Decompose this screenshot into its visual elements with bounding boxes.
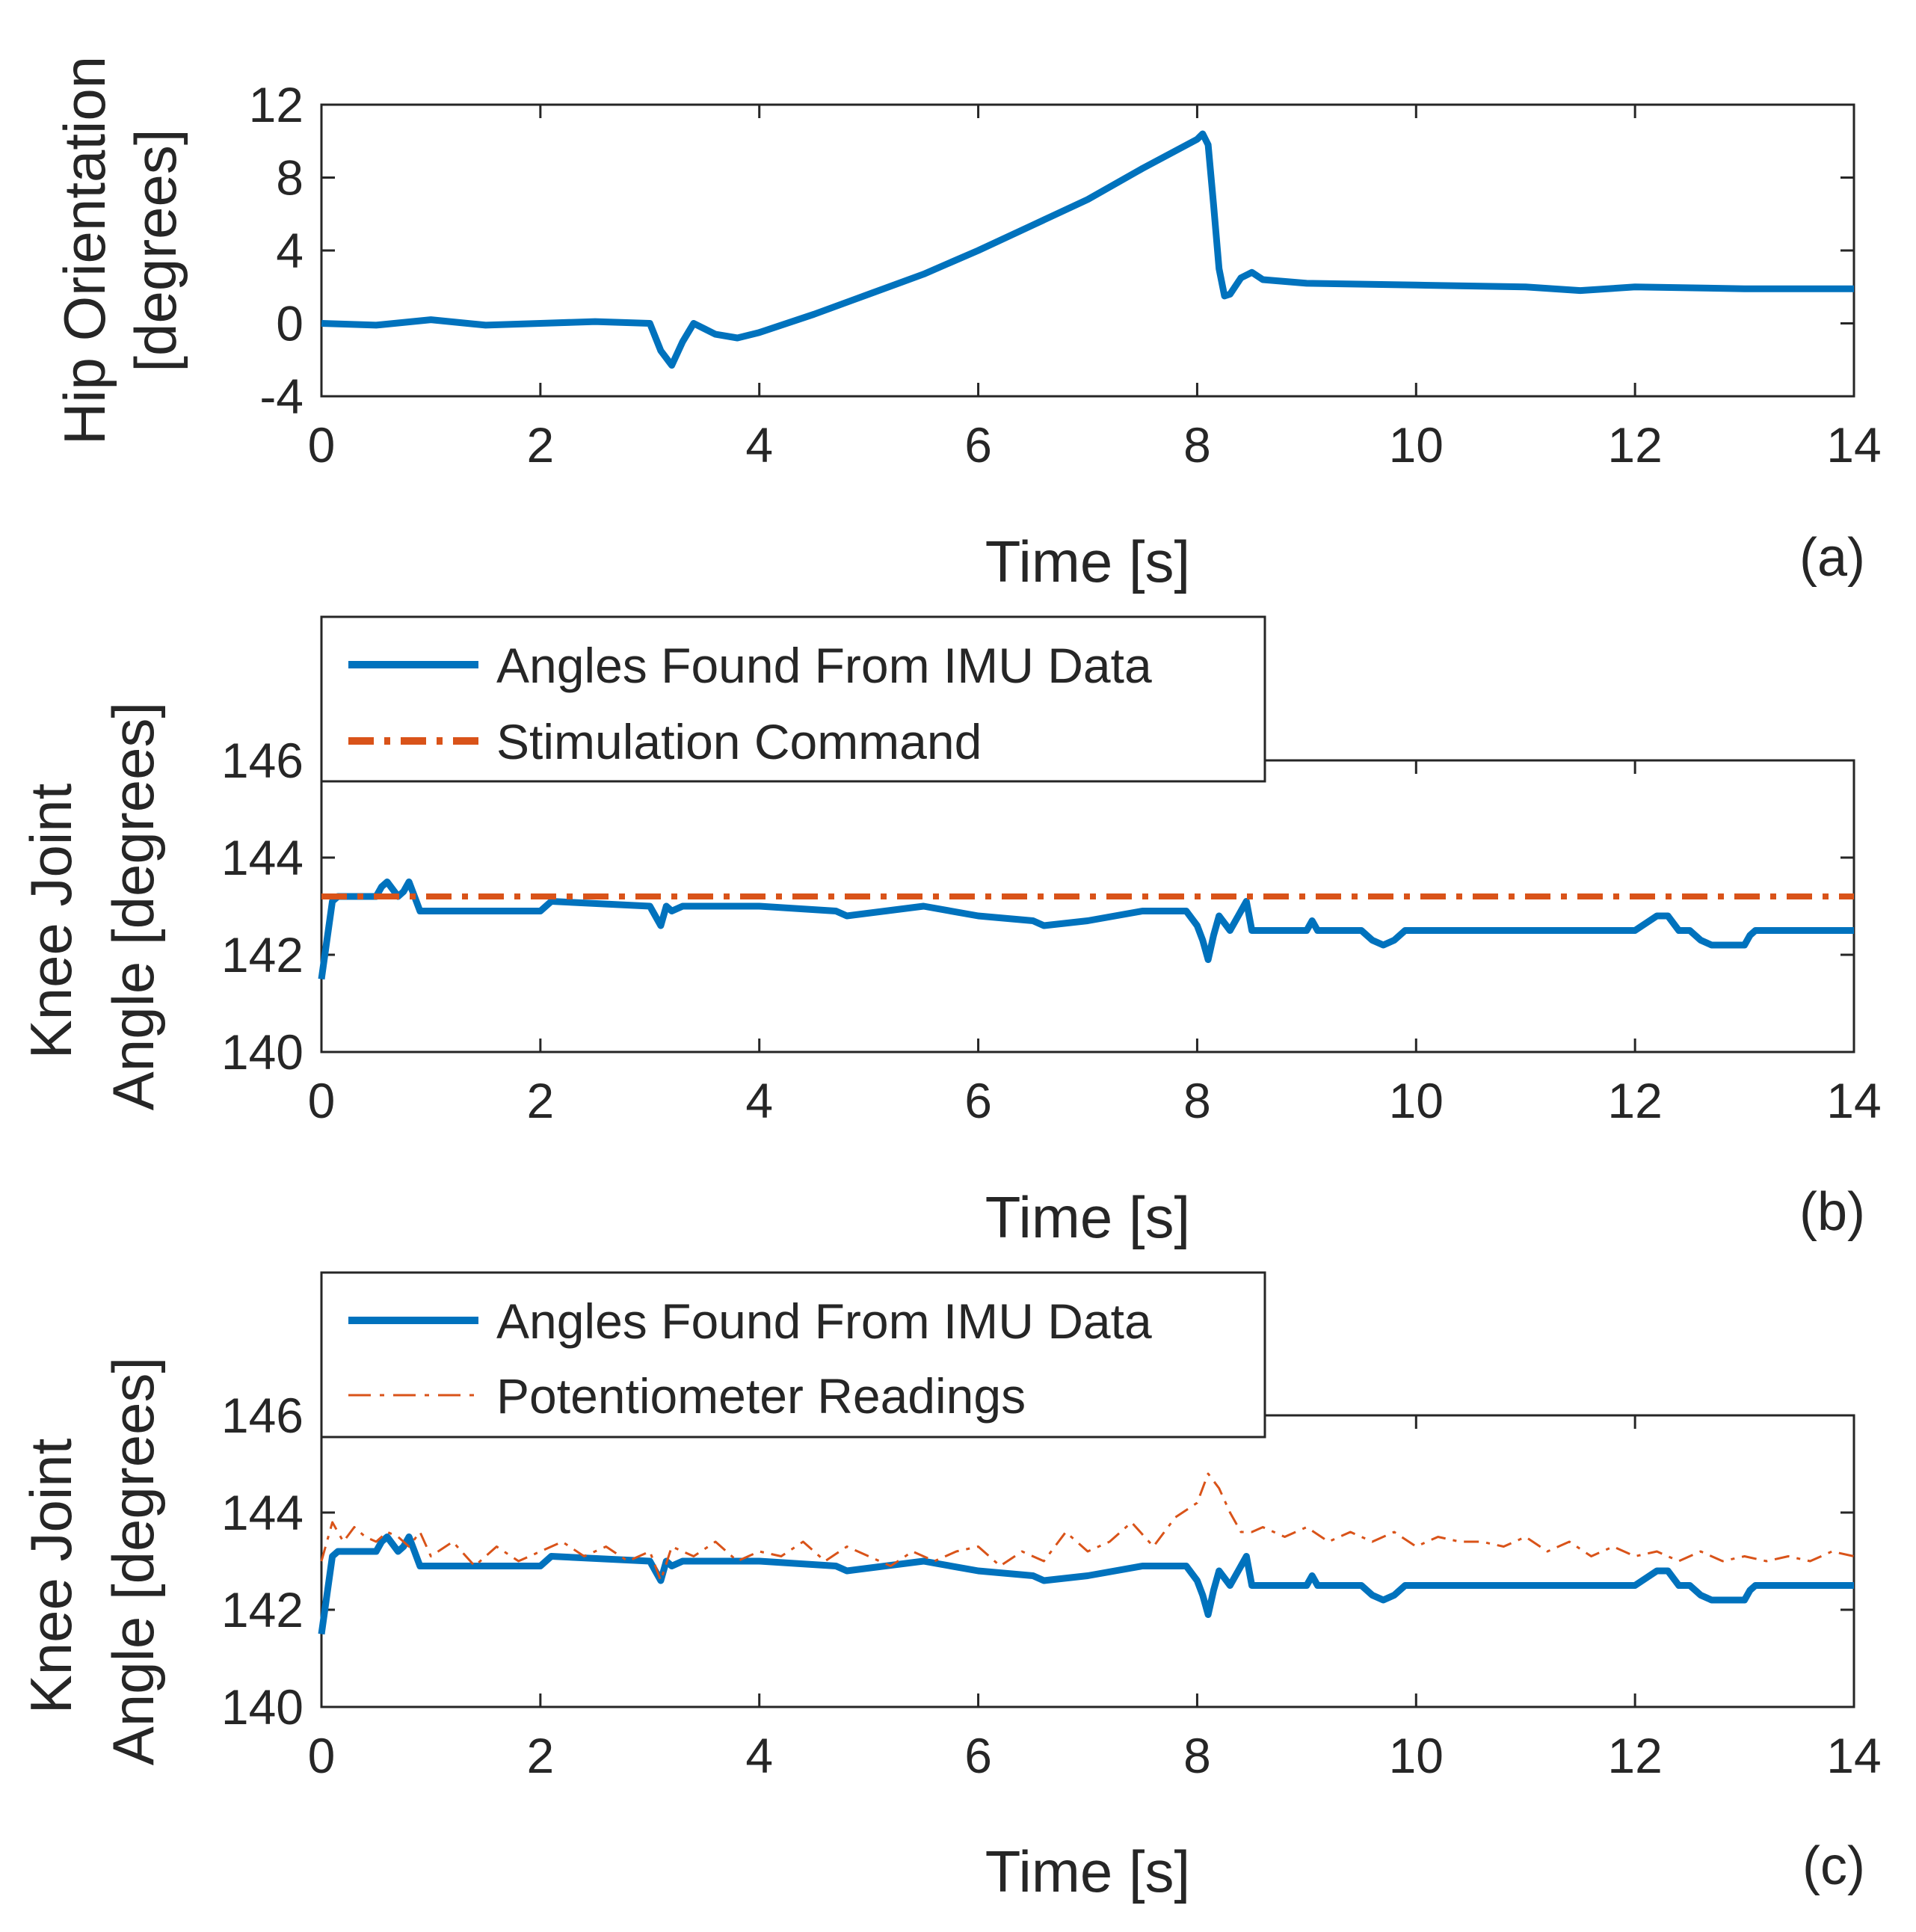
panel-b: 0 2 4 6 8 10 12 14 140 142 144 146 Angles Found Fro… (18, 615, 1882, 1250)
x-tick-label: 6 (964, 1728, 992, 1783)
y-tick-label: 140 (221, 1679, 304, 1735)
panel-c-plot-frame (320, 1414, 1855, 1708)
y-tick-label: 144 (221, 830, 304, 885)
y-tick-label: 4 (276, 223, 304, 278)
y-tick-label: 140 (221, 1024, 304, 1080)
x-tick-label: 4 (745, 417, 773, 473)
y-tick-label: -4 (259, 369, 304, 424)
panel-b-legend: Angles Found From IMU Data Stimulation C… (320, 615, 1266, 783)
x-tick-label: 12 (1607, 417, 1662, 473)
x-tick-label: 6 (964, 1073, 992, 1128)
y-tick-label: 0 (276, 296, 304, 351)
panel-b-tag: (b) (1799, 1182, 1865, 1242)
x-tick-label: 14 (1826, 417, 1881, 473)
x-tick-label: 4 (745, 1073, 773, 1128)
x-tick-label: 8 (1183, 1073, 1211, 1128)
panel-a-y-axis-label-line2: [degrees] (123, 129, 188, 372)
panel-b-legend-box (320, 615, 1266, 783)
panel-c-x-axis-label: Time [s] (985, 1839, 1190, 1904)
panel-a-plot-frame (320, 103, 1855, 398)
y-tick-label: 8 (276, 150, 304, 206)
panel-c-y-axis-label-line2: Angle [degrees] (100, 1357, 166, 1765)
series-line-hip-orientation (321, 130, 1854, 369)
x-tick-label: 12 (1607, 1073, 1662, 1128)
x-tick-label: 4 (745, 1728, 773, 1783)
x-tick-label: 8 (1183, 1728, 1211, 1783)
x-tick-label: 10 (1389, 1728, 1444, 1783)
panel-b-y-axis-label-line2: Angle [degrees] (100, 702, 166, 1110)
panel-a-tag: (a) (1799, 528, 1865, 588)
series-line-potentiometer-readings (320, 1472, 1855, 1582)
y-tick-label: 12 (249, 77, 304, 132)
x-tick-label: 0 (308, 1073, 336, 1128)
panel-b-legend-label-stimulation: Stimulation Command (496, 714, 982, 769)
panel-a-x-axis-label: Time [s] (985, 529, 1190, 594)
panel-b-series (318, 879, 1854, 980)
y-tick-label: 142 (221, 927, 304, 982)
x-tick-label: 10 (1389, 417, 1444, 473)
series-line-angles-found-from-imu-data (318, 1533, 1854, 1635)
x-tick-label: 12 (1607, 1728, 1662, 1783)
panel-b-y-axis-label-line1: Knee Joint (18, 783, 84, 1059)
panel-c-legend-label-imu: Angles Found From IMU Data (496, 1293, 1152, 1349)
x-tick-label: 10 (1389, 1073, 1444, 1128)
x-tick-label: 8 (1183, 417, 1211, 473)
panel-b-plot-frame (320, 759, 1855, 1053)
panel-a-series (321, 130, 1854, 369)
x-tick-label: 0 (308, 417, 336, 473)
y-tick-label: 146 (221, 733, 304, 788)
x-tick-label: 2 (526, 1073, 554, 1128)
x-tick-label: 14 (1826, 1728, 1881, 1783)
x-tick-label: 0 (308, 1728, 336, 1783)
panel-c-ticks: 0 2 4 6 8 10 12 14 140 142 144 146 (221, 1388, 1882, 1783)
panel-b-legend-label-imu: Angles Found From IMU Data (496, 638, 1152, 693)
series-line-angles-found-from-imu-data (318, 879, 1854, 980)
y-tick-label: 144 (221, 1485, 304, 1540)
panel-c: 0 2 4 6 8 10 12 14 140 142 144 146 Angles Found Fro… (18, 1271, 1882, 1904)
panel-c-tag: (c) (1802, 1836, 1865, 1896)
panel-c-legend-box (320, 1271, 1266, 1439)
x-tick-label: 2 (526, 1728, 554, 1783)
panel-c-y-axis-label-line1: Knee Joint (18, 1438, 84, 1714)
panel-b-ticks: 0 2 4 6 8 10 12 14 140 142 144 146 (221, 733, 1882, 1128)
x-tick-label: 6 (964, 417, 992, 473)
panel-c-legend: Angles Found From IMU Data Potentiometer… (320, 1271, 1266, 1439)
panel-b-x-axis-label: Time [s] (985, 1184, 1190, 1250)
panel-c-series (318, 1472, 1855, 1635)
y-tick-label: 146 (221, 1388, 304, 1443)
x-tick-label: 14 (1826, 1073, 1881, 1128)
y-tick-label: 142 (221, 1582, 304, 1637)
panel-c-legend-label-potentiometer: Potentiometer Readings (496, 1368, 1026, 1424)
panel-a-y-axis-label-line1: Hip Orientation (52, 56, 117, 445)
x-tick-label: 2 (526, 417, 554, 473)
